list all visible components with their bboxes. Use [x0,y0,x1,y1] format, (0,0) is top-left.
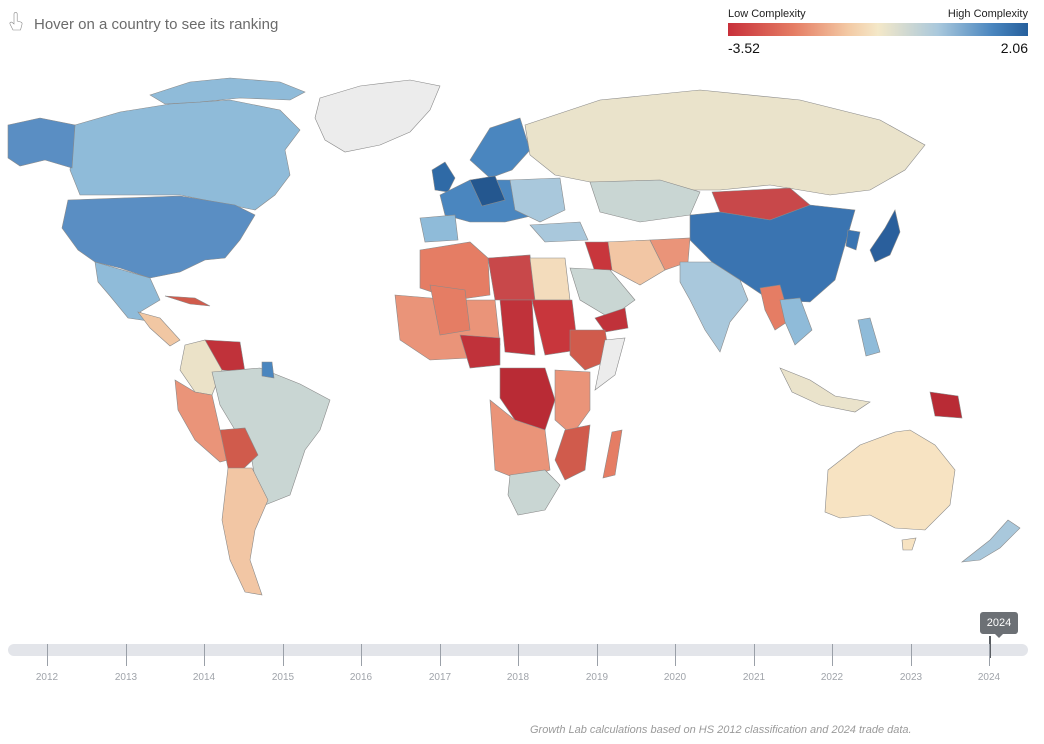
country-madagascar[interactable] [602,429,623,479]
country-eastern-europe[interactable] [509,177,566,223]
country-ethiopia[interactable] [569,329,611,371]
timeline-tick [675,644,676,666]
timeline-year-2013[interactable]: 2013 [114,672,138,683]
country-thailand[interactable] [779,297,813,346]
timeline-year-2017[interactable]: 2017 [428,672,452,683]
country-canada[interactable] [69,99,301,211]
country-indonesia[interactable] [779,367,871,413]
country-somalia[interactable] [594,337,626,391]
country-greenland[interactable] [314,79,441,153]
timeline-tick [283,644,284,666]
country-argentina[interactable] [221,467,269,596]
country-philippines[interactable] [857,317,881,357]
country-morocco-algeria[interactable] [419,241,491,301]
country-japan[interactable] [869,209,901,263]
country-south-africa[interactable] [507,469,561,516]
country-bolivia[interactable] [219,427,259,471]
timeline-tick [361,644,362,666]
country-germany[interactable] [469,175,506,207]
world-map [7,77,1021,596]
country-yemen[interactable] [594,307,629,333]
country-india[interactable] [679,261,749,353]
timeline-tick [204,644,205,666]
timeline-year-2015[interactable]: 2015 [271,672,295,683]
timeline-tick [597,644,598,666]
country-russia[interactable] [524,89,926,196]
country-east-africa[interactable] [554,369,591,436]
timeline-tick [832,644,833,666]
legend-low-label: Low Complexity [728,8,806,20]
country-canada-islands[interactable] [149,77,306,105]
country-australia[interactable] [824,429,956,531]
source-note: Growth Lab calculations based on HS 2012… [530,724,912,736]
country-guyana[interactable] [261,361,275,379]
country-scandinavia[interactable] [469,117,531,179]
timeline-year-2021[interactable]: 2021 [742,672,766,683]
country-new-zealand[interactable] [960,519,1021,563]
hint-text: Hover on a country to see its ranking [34,16,279,33]
country-myanmar[interactable] [759,284,791,331]
country-alaska[interactable] [7,117,76,169]
timeline-tick [440,644,441,666]
country-uk[interactable] [431,161,456,193]
color-legend: Low Complexity High Complexity -3.52 2.0… [728,8,1028,56]
country-mozambique[interactable] [554,424,591,481]
country-korea[interactable] [845,229,861,251]
timeline-year-2019[interactable]: 2019 [585,672,609,683]
timeline-year-2022[interactable]: 2022 [820,672,844,683]
legend-gradient-bar [728,23,1028,36]
timeline-year-2023[interactable]: 2023 [899,672,923,683]
country-turkey[interactable] [529,221,589,243]
timeline-handle[interactable] [989,636,991,658]
legend-min-value: -3.52 [728,40,760,56]
country-cuba[interactable] [164,295,211,307]
country-nigeria[interactable] [459,334,501,369]
timeline-tick [911,644,912,666]
timeline-tick [518,644,519,666]
timeline-tick [47,644,48,666]
country-iraq[interactable] [584,241,613,273]
country-central-africa-south[interactable] [489,399,551,481]
country-egypt[interactable] [529,257,571,301]
timeline-tick [989,644,990,666]
country-libya[interactable] [487,254,536,301]
country-iberia[interactable] [419,214,459,243]
timeline-year-2012[interactable]: 2012 [35,672,59,683]
country-tasmania[interactable] [901,537,917,551]
timeline-year-2014[interactable]: 2014 [192,672,216,683]
timeline-year-2024[interactable]: 2024 [977,672,1001,683]
legend-max-value: 2.06 [1000,40,1028,56]
country-chad[interactable] [499,299,536,356]
country-mali[interactable] [429,284,471,336]
timeline-tick [126,644,127,666]
country-central-america[interactable] [137,311,181,347]
selected-year-tooltip: 2024 [980,612,1018,638]
timeline-tick [754,644,755,666]
country-papua-new-guinea[interactable] [929,391,963,419]
pointer-hand-icon [8,12,24,37]
timeline-year-2016[interactable]: 2016 [349,672,373,683]
country-usa[interactable] [61,195,256,279]
timeline-year-2018[interactable]: 2018 [506,672,530,683]
hint-bar: Hover on a country to see its ranking [8,12,278,37]
timeline-year-2020[interactable]: 2020 [663,672,687,683]
legend-high-label: High Complexity [947,8,1028,20]
